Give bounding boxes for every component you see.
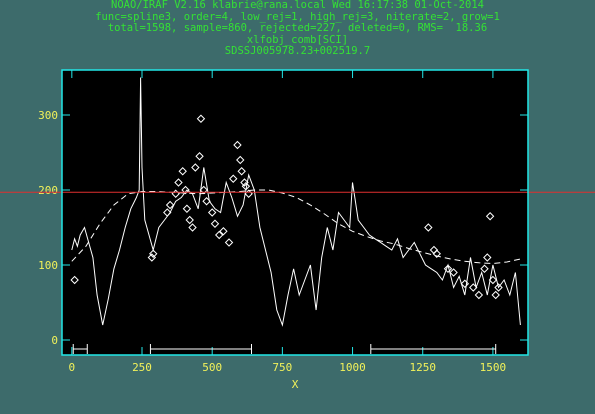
x-tick-label: 500 [202, 361, 222, 374]
y-tick-label: 100 [38, 259, 58, 272]
spectrum-line [71, 77, 521, 327]
rejected-point-marker [469, 283, 478, 292]
plot-header: NOAO/IRAF V2.16 klabrie@rana.local Wed 1… [0, 0, 595, 58]
rejected-point-marker [443, 264, 453, 273]
x-axis-label: X [292, 378, 299, 391]
header-line-fit-params: func=spline3, order=4, low_rej=1, high_r… [95, 10, 500, 23]
rejected-point-marker [210, 219, 220, 228]
rejected-point-marker [480, 264, 489, 273]
rejected-point-marker [233, 140, 242, 150]
plot-area[interactable] [62, 70, 528, 355]
rejected-point-marker [237, 167, 246, 176]
rejected-point-marker [460, 279, 470, 288]
x-tick-label: 1250 [409, 361, 436, 374]
x-tick-label: 250 [132, 361, 152, 374]
rejected-point-marker [191, 163, 200, 172]
rejected-point-marker [219, 227, 228, 236]
y-tick-label: 0 [51, 334, 58, 347]
rejected-point-marker [165, 200, 175, 210]
header-line-system: NOAO/IRAF V2.16 klabrie@rana.local Wed 1… [111, 0, 484, 11]
rejected-point-marker [163, 208, 172, 217]
x-tick-label: 1000 [339, 361, 366, 374]
rejected-point-marker [178, 167, 187, 176]
x-tick-label: 0 [69, 361, 76, 374]
rejected-point-marker [491, 290, 500, 300]
rejected-point-marker [188, 223, 197, 232]
header-line-object: SDSSJ005978.23+002519.7 [224, 45, 371, 57]
rejected-point-marker [207, 208, 217, 217]
rejected-point-marker [149, 249, 158, 258]
x-tick-label: 1500 [480, 361, 507, 374]
rejected-point-marker [224, 238, 234, 247]
rejected-point-marker [241, 182, 251, 191]
rejected-point-marker [202, 197, 211, 206]
header-line-fit-stats: total=1598, sample=860, rejected=227, de… [107, 22, 488, 34]
rejected-point-marker [185, 215, 194, 225]
rejected-point-marker [182, 204, 192, 213]
rejected-point-marker [70, 275, 79, 285]
rejected-point-marker [181, 185, 190, 195]
rejected-point-marker [240, 178, 249, 187]
axis-ticks: 0 250 500 750 1000 1250 1500 0 100 200 300 [38, 70, 528, 374]
rejected-point-marker [174, 178, 183, 187]
rejected-point-marker [236, 155, 245, 165]
fit-curve [71, 189, 521, 265]
rejected-point-marker [483, 253, 492, 262]
rejected-point-marker [214, 230, 224, 240]
y-tick-label: 300 [38, 109, 58, 122]
rejected-point-marker [196, 114, 206, 123]
rejected-point-marker [474, 290, 484, 300]
rejected-point-marker [199, 185, 208, 195]
rejected-point-marker [195, 152, 204, 161]
y-tick-label: 200 [38, 184, 58, 197]
x-tick-label: 750 [272, 361, 292, 374]
rejected-point-marker [424, 223, 433, 232]
sample-regions [72, 344, 497, 354]
plot-frame [61, 69, 529, 356]
rejected-point-marker [449, 268, 458, 277]
rejected-point-marker [229, 174, 238, 183]
rejected-point-marker [494, 283, 503, 292]
rejected-point-marker [432, 249, 441, 258]
header-line-image: xlfobj_comb[SCI] [246, 33, 349, 46]
rejected-point-marker [485, 212, 495, 221]
rejected-point-marker [488, 275, 498, 285]
